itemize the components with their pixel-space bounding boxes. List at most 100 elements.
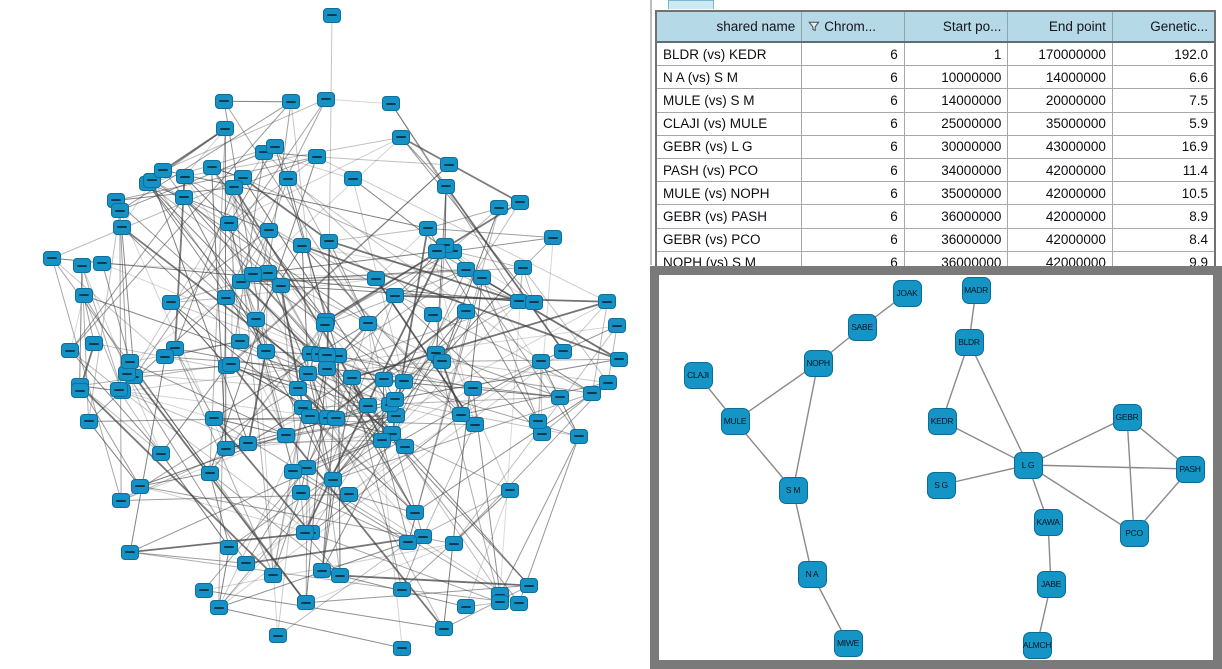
network-edge[interactable] xyxy=(392,387,473,435)
network-edge[interactable] xyxy=(452,237,554,252)
network-node[interactable] xyxy=(259,222,278,238)
network-edge[interactable] xyxy=(242,177,520,302)
network-edge[interactable] xyxy=(51,257,307,604)
network-node[interactable] xyxy=(266,139,284,155)
network-node[interactable] xyxy=(109,382,128,398)
network-edge[interactable] xyxy=(118,389,162,454)
network-node[interactable] xyxy=(204,410,223,426)
network-node[interactable] xyxy=(72,258,91,273)
network-edge[interactable] xyxy=(422,424,475,537)
network-edge[interactable] xyxy=(441,358,619,362)
network-edge[interactable] xyxy=(349,493,520,604)
table-cell[interactable]: 42000000 xyxy=(1007,227,1113,252)
network-edge[interactable] xyxy=(211,167,353,378)
network-node[interactable] xyxy=(175,169,194,185)
table-cell[interactable]: 8.9 xyxy=(1111,204,1214,229)
network-edge[interactable] xyxy=(305,543,455,604)
network-node[interactable] xyxy=(569,428,588,444)
network-node[interactable] xyxy=(43,250,62,266)
network-node[interactable] xyxy=(550,389,569,405)
network-node[interactable] xyxy=(343,370,362,386)
network-edge[interactable] xyxy=(230,152,265,365)
network-edge[interactable] xyxy=(310,532,500,603)
panel-splitter[interactable] xyxy=(650,0,652,265)
table-cell[interactable]: 6 xyxy=(801,227,905,252)
network-edge[interactable] xyxy=(435,245,446,354)
table-cell[interactable]: 35000000 xyxy=(1007,111,1113,136)
subnetwork-node-miwe[interactable]: MIWE xyxy=(833,629,863,657)
network-edge[interactable] xyxy=(367,207,500,324)
table-cell[interactable]: 170000000 xyxy=(1007,41,1113,67)
network-edge[interactable] xyxy=(127,365,228,375)
network-edge[interactable] xyxy=(267,101,292,273)
network-node[interactable] xyxy=(457,262,476,277)
network-edge[interactable] xyxy=(445,185,565,352)
network-node[interactable] xyxy=(554,343,573,359)
network-node[interactable] xyxy=(202,159,221,175)
network-edge[interactable] xyxy=(163,98,327,171)
network-edge[interactable] xyxy=(246,535,424,565)
network-edge[interactable] xyxy=(267,272,329,418)
table-cell[interactable]: 35000000 xyxy=(903,181,1009,206)
network-edge[interactable] xyxy=(213,322,369,419)
network-node[interactable] xyxy=(315,317,334,333)
network-edge[interactable] xyxy=(390,103,520,302)
network-edge[interactable] xyxy=(51,257,166,358)
network-node[interactable] xyxy=(392,129,411,145)
column-header-end-point[interactable]: End point xyxy=(1007,12,1113,43)
network-edge[interactable] xyxy=(126,373,247,564)
network-edge[interactable] xyxy=(351,300,608,379)
network-node[interactable] xyxy=(313,563,332,578)
network-edge[interactable] xyxy=(203,589,444,629)
network-node[interactable] xyxy=(395,373,414,389)
network-node[interactable] xyxy=(222,356,241,372)
network-edge[interactable] xyxy=(435,186,447,354)
network-edge[interactable] xyxy=(465,268,620,361)
network-node[interactable] xyxy=(161,294,180,310)
network-edge[interactable] xyxy=(277,541,409,637)
network-node[interactable] xyxy=(473,270,492,286)
network-node[interactable] xyxy=(121,354,140,370)
network-node[interactable] xyxy=(215,93,234,109)
subnetwork-node-gebr[interactable]: GEBR xyxy=(1112,403,1142,431)
network-node[interactable] xyxy=(428,243,447,259)
network-edge[interactable] xyxy=(122,325,618,392)
network-edge[interactable] xyxy=(226,164,450,367)
network-edge[interactable] xyxy=(302,245,483,279)
network-edge[interactable] xyxy=(229,433,393,548)
network-node[interactable] xyxy=(525,294,544,310)
network-edge[interactable] xyxy=(301,245,462,415)
network-node[interactable] xyxy=(583,385,602,401)
network-edge[interactable] xyxy=(213,417,312,534)
table-cell[interactable]: CLAJI (vs) MULE xyxy=(657,111,803,136)
network-node[interactable] xyxy=(599,375,618,391)
table-cell[interactable]: 25000000 xyxy=(903,111,1009,136)
table-cell[interactable]: 10.5 xyxy=(1111,181,1214,206)
network-edge[interactable] xyxy=(246,360,542,564)
network-edge[interactable] xyxy=(203,467,308,591)
network-node[interactable] xyxy=(465,417,484,433)
network-edge[interactable] xyxy=(245,417,337,564)
network-edge[interactable] xyxy=(427,228,539,422)
subnetwork-edge-L G-PASH[interactable] xyxy=(1027,464,1191,470)
network-edge[interactable] xyxy=(432,314,511,491)
network-edge[interactable] xyxy=(101,263,131,363)
network-node[interactable] xyxy=(500,482,519,498)
network-edge[interactable] xyxy=(389,314,434,405)
network-node[interactable] xyxy=(295,525,314,541)
network-edge[interactable] xyxy=(400,137,447,187)
table-cell[interactable]: 36000000 xyxy=(903,204,1009,229)
network-node[interactable] xyxy=(279,171,298,187)
network-edge[interactable] xyxy=(281,285,535,303)
network-edge[interactable] xyxy=(267,272,443,362)
network-edge[interactable] xyxy=(436,352,501,603)
subnetwork-node-madr[interactable]: MADR xyxy=(961,276,991,304)
network-node[interactable] xyxy=(317,361,336,377)
network-edge[interactable] xyxy=(129,361,287,436)
table-cell[interactable]: 6 xyxy=(801,204,905,229)
network-edge[interactable] xyxy=(304,295,396,533)
table-cell[interactable]: 42000000 xyxy=(1007,181,1113,206)
network-edge[interactable] xyxy=(390,103,447,187)
network-edge[interactable] xyxy=(481,277,539,422)
network-edge[interactable] xyxy=(319,353,416,513)
